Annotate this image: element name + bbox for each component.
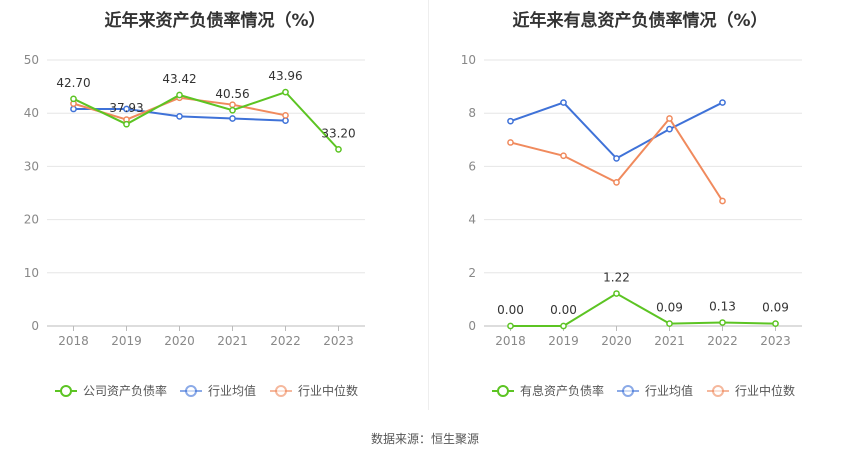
- data-point-industry_median: [507, 139, 514, 146]
- data-label: 40.56: [215, 87, 249, 101]
- y-tick-label: 50: [24, 53, 39, 67]
- x-tick-label: 2023: [323, 334, 354, 348]
- y-tick-label: 20: [24, 213, 39, 227]
- series-line-company: [510, 292, 776, 327]
- chart-title-interest-debt-ratio: 近年来有息资产负债率情况（%）: [512, 11, 768, 31]
- data-point-industry_avg: [123, 105, 130, 113]
- data-label: 0.09: [656, 301, 683, 315]
- data-point-industry_avg: [229, 115, 236, 122]
- y-tick-label: 40: [24, 106, 39, 120]
- data-label: 42.70: [56, 76, 90, 90]
- legend-marker-circle: [712, 385, 724, 397]
- legend-marker-circle: [275, 385, 287, 397]
- data-point-company: [70, 95, 77, 103]
- legend-marker-circle: [60, 385, 72, 397]
- y-tick-label: 10: [24, 266, 39, 280]
- data-point-company: [560, 322, 567, 330]
- legend-label: 行业中位数: [735, 383, 795, 398]
- y-tick-label: 2: [468, 266, 476, 280]
- data-point-company: [229, 106, 236, 114]
- panel-divider: [428, 0, 429, 410]
- data-point-company: [613, 290, 620, 297]
- data-source-note: 数据来源：恒生聚源: [370, 432, 479, 446]
- x-tick-label: 2019: [111, 334, 142, 348]
- data-label: 0.09: [762, 301, 789, 315]
- data-label: 1.22: [603, 271, 630, 285]
- data-point-industry_avg: [70, 105, 77, 113]
- y-tick-label: 4: [468, 213, 476, 227]
- data-point-company: [282, 88, 289, 96]
- data-point-industry_avg: [507, 117, 514, 125]
- legend-marker-circle: [622, 385, 634, 397]
- data-point-company: [335, 146, 342, 153]
- data-point-company: [176, 91, 183, 99]
- data-point-industry_avg: [560, 99, 567, 106]
- data-point-industry_median: [282, 111, 289, 119]
- data-label: 43.96: [268, 69, 302, 83]
- y-tick-label: 8: [468, 106, 476, 120]
- x-tick-label: 2018: [495, 334, 526, 348]
- data-point-company: [507, 322, 514, 330]
- x-tick-label: 2018: [58, 334, 89, 348]
- x-tick-label: 2022: [270, 334, 301, 348]
- data-point-industry_avg: [719, 99, 726, 106]
- data-label: 33.20: [321, 126, 355, 140]
- data-point-industry_median: [613, 179, 620, 186]
- data-point-industry_median: [229, 101, 236, 109]
- x-tick-label: 2022: [707, 334, 738, 348]
- x-tick-label: 2021: [217, 334, 248, 348]
- data-point-industry_median: [719, 197, 726, 205]
- data-label: 0.13: [709, 300, 736, 314]
- data-point-industry_avg: [613, 155, 620, 162]
- chart-title-debt-ratio: 近年来资产负债率情况（%）: [104, 11, 326, 31]
- y-tick-label: 6: [468, 159, 476, 173]
- legend-marker-circle: [497, 385, 509, 397]
- x-tick-label: 2023: [760, 334, 791, 348]
- legend-label: 有息资产负债率: [520, 383, 604, 398]
- x-tick-label: 2019: [548, 334, 579, 348]
- data-label: 0.00: [497, 303, 524, 317]
- data-point-company: [666, 320, 673, 327]
- data-point-company: [772, 320, 779, 327]
- data-point-industry_median: [560, 152, 567, 160]
- y-tick-label: 30: [24, 159, 39, 173]
- data-label: 37.93: [109, 101, 143, 115]
- legend-label: 行业中位数: [298, 383, 358, 398]
- x-tick-label: 2021: [654, 334, 685, 348]
- y-tick-label: 0: [468, 319, 476, 333]
- y-tick-label: 0: [31, 319, 39, 333]
- data-point-company: [719, 319, 726, 326]
- data-point-industry_avg: [282, 117, 289, 124]
- legend-label: 行业均值: [645, 383, 693, 398]
- data-point-industry_avg: [666, 125, 673, 133]
- data-point-company: [123, 120, 130, 128]
- data-point-industry_avg: [176, 113, 183, 120]
- x-tick-label: 2020: [164, 334, 195, 348]
- series-line-company: [73, 90, 340, 151]
- y-tick-label: 10: [461, 53, 476, 67]
- data-label: 0.00: [550, 303, 577, 317]
- data-label: 43.42: [162, 72, 196, 86]
- legend-label: 公司资产负债率: [83, 383, 167, 398]
- legend-marker-circle: [185, 385, 197, 397]
- data-point-industry_median: [666, 115, 673, 122]
- legend-label: 行业均值: [208, 383, 256, 398]
- x-tick-label: 2020: [601, 334, 632, 348]
